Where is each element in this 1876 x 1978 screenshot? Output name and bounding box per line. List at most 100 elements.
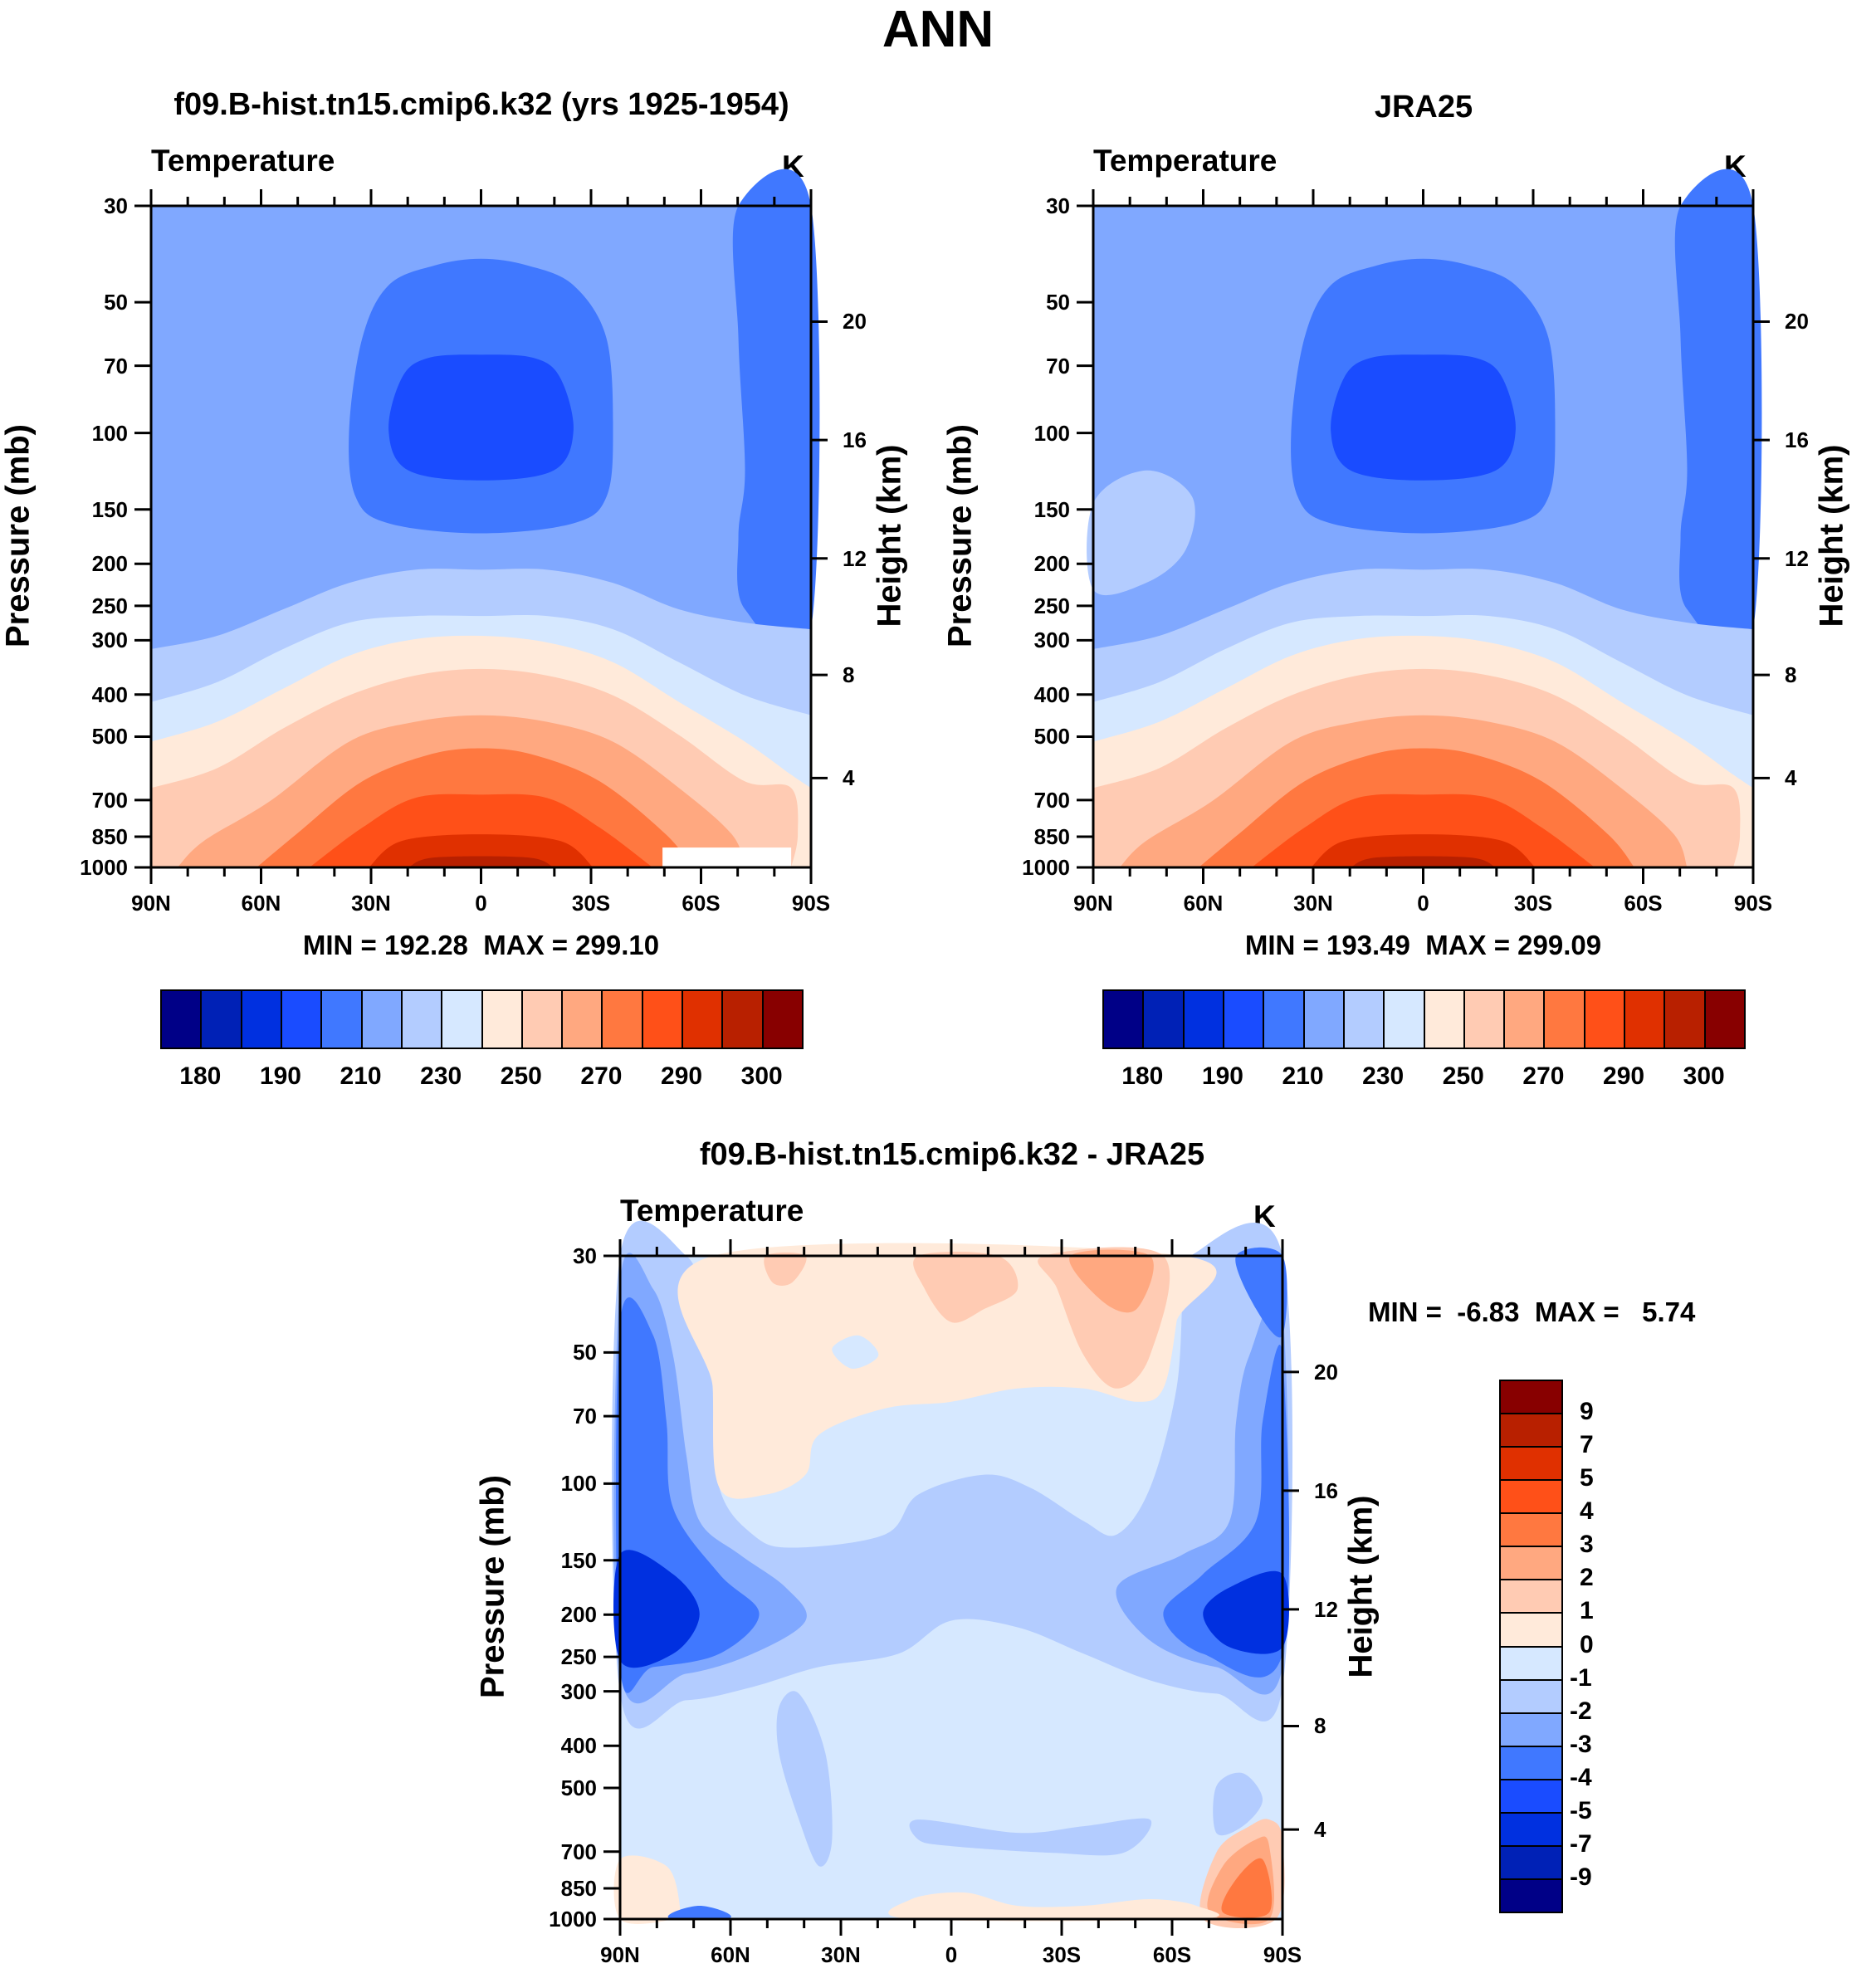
colorbar-label: 3 <box>1580 1531 1594 1559</box>
colorbar-label: 230 <box>420 1062 462 1090</box>
y-tick-right-label: 16 <box>843 427 867 453</box>
contour-fill-level-2 <box>1203 1570 1289 1654</box>
y-axis-right-title: Height (km) <box>1813 444 1850 627</box>
colorbar-box <box>1222 989 1265 1049</box>
colorbar-box <box>682 989 724 1049</box>
missing-data-area <box>662 847 792 868</box>
y-tick-label: 200 <box>560 1602 597 1628</box>
y-tick-right-label: 16 <box>1314 1477 1338 1503</box>
colorbar-box <box>1499 1745 1563 1780</box>
x-tick-label: 60N <box>1183 891 1224 916</box>
y-tick-right-label: 20 <box>1785 309 1809 335</box>
colorbar-box <box>1663 989 1706 1049</box>
colorbar-box <box>1263 989 1305 1049</box>
colorbar-box <box>1503 989 1546 1049</box>
colorbar-box <box>1142 989 1185 1049</box>
x-tick-label: 90S <box>1733 891 1773 916</box>
contour-fill-level-10 <box>1069 1249 1154 1313</box>
y-tick-label: 30 <box>1046 193 1070 218</box>
y-axis-title: Pressure (mb) <box>0 423 37 647</box>
y-tick-label: 250 <box>1033 593 1070 618</box>
y-tick-right-label: 4 <box>843 765 855 791</box>
contour-fill-level-7 <box>832 1335 879 1369</box>
colorbar-label: 270 <box>580 1062 623 1090</box>
colorbar-label: 2 <box>1580 1564 1594 1592</box>
panel-title: f09.B-hist.tn15.cmip6.k32 (yrs 1925-1954… <box>173 87 789 122</box>
y-tick-label: 70 <box>104 353 128 379</box>
contour-fill-level-11 <box>1221 1858 1273 1918</box>
colorbar-box <box>1703 989 1746 1049</box>
y-tick-label: 500 <box>1033 724 1070 750</box>
colorbar-label: 190 <box>259 1062 301 1090</box>
y-tick-right-label: 16 <box>1785 427 1809 453</box>
y-tick-label: 50 <box>104 290 128 315</box>
colorbar-box <box>441 989 483 1049</box>
y-axis-right-title: Height (km) <box>1342 1495 1380 1678</box>
x-tick-label: 60S <box>682 891 721 916</box>
contour-fill-level-8 <box>613 1855 682 1924</box>
y-tick-label: 400 <box>91 681 128 707</box>
colorbar-label: 210 <box>1282 1062 1324 1090</box>
colorbar-box <box>1499 1413 1563 1448</box>
colorbar-box <box>721 989 764 1049</box>
figure-title: ANN <box>882 1 994 58</box>
colorbar-box <box>481 989 523 1049</box>
variable-label: Temperature <box>620 1194 804 1228</box>
contour-fill-level-6 <box>776 1691 833 1867</box>
y-axis-title: Pressure (mb) <box>941 423 979 647</box>
y-tick-right-label: 4 <box>1785 765 1797 791</box>
y-tick-label: 300 <box>91 628 128 653</box>
y-tick-label: 700 <box>1033 787 1070 813</box>
colorbar-box <box>641 989 684 1049</box>
x-tick-label: 60N <box>711 1942 750 1967</box>
y-tick-label: 100 <box>91 420 128 446</box>
y-tick-label: 30 <box>573 1243 597 1268</box>
contour-fill-level-8 <box>888 1892 1219 1922</box>
x-tick-label: 60S <box>1152 1942 1192 1967</box>
colorbar-label: 290 <box>661 1062 703 1090</box>
colorbar-box <box>761 989 804 1049</box>
x-tick-label: 0 <box>1417 891 1429 916</box>
y-tick-label: 300 <box>1033 628 1070 653</box>
y-tick-label: 150 <box>1033 496 1070 522</box>
y-tick-label: 100 <box>560 1471 597 1497</box>
min-max-label: MIN = -6.83 MAX = 5.74 <box>1368 1297 1696 1327</box>
colorbar-label: 210 <box>340 1062 382 1090</box>
colorbar-box <box>1499 1579 1563 1614</box>
contour-fill-level-4 <box>1235 1247 1287 1338</box>
colorbar-box <box>1499 1612 1563 1648</box>
colorbar-box <box>1499 1678 1563 1714</box>
colorbar-box <box>1583 989 1626 1049</box>
colorbar-box <box>1182 989 1224 1049</box>
colorbar-box <box>1499 1645 1563 1681</box>
y-tick-label: 200 <box>91 551 128 577</box>
y-tick-label: 850 <box>91 824 128 850</box>
y-tick-label: 200 <box>1033 551 1070 577</box>
colorbar <box>1102 989 1746 1049</box>
colorbar-label: 250 <box>500 1062 542 1090</box>
contour-plot <box>1077 168 1770 884</box>
colorbar-box <box>1463 989 1506 1049</box>
contour-fill-level-4 <box>667 1906 731 1920</box>
y-tick-label: 300 <box>560 1678 597 1704</box>
colorbar-box <box>1499 1778 1563 1814</box>
y-tick-label: 50 <box>1046 290 1070 315</box>
colorbar-label: -2 <box>1570 1697 1592 1725</box>
contour-fill-level-3 <box>1331 354 1516 481</box>
contour-fill-level-6 <box>1087 470 1195 596</box>
colorbar-box <box>400 989 443 1049</box>
contour-fill-level-9 <box>764 1253 807 1286</box>
y-tick-label: 1000 <box>1022 855 1070 880</box>
y-tick-label: 50 <box>573 1340 597 1365</box>
colorbar-label: 300 <box>1683 1062 1725 1090</box>
colorbar-box <box>1499 1446 1563 1482</box>
colorbar-box <box>601 989 643 1049</box>
colorbar-box <box>1499 1479 1563 1515</box>
colorbar-label: 1 <box>1580 1597 1594 1625</box>
contour-fill-level-6 <box>1213 1772 1263 1836</box>
colorbar-box <box>1302 989 1345 1049</box>
colorbar-box <box>320 989 363 1049</box>
x-tick-label: 90N <box>600 1942 640 1967</box>
colorbar-box <box>561 989 603 1049</box>
x-tick-label: 60S <box>1624 891 1663 916</box>
